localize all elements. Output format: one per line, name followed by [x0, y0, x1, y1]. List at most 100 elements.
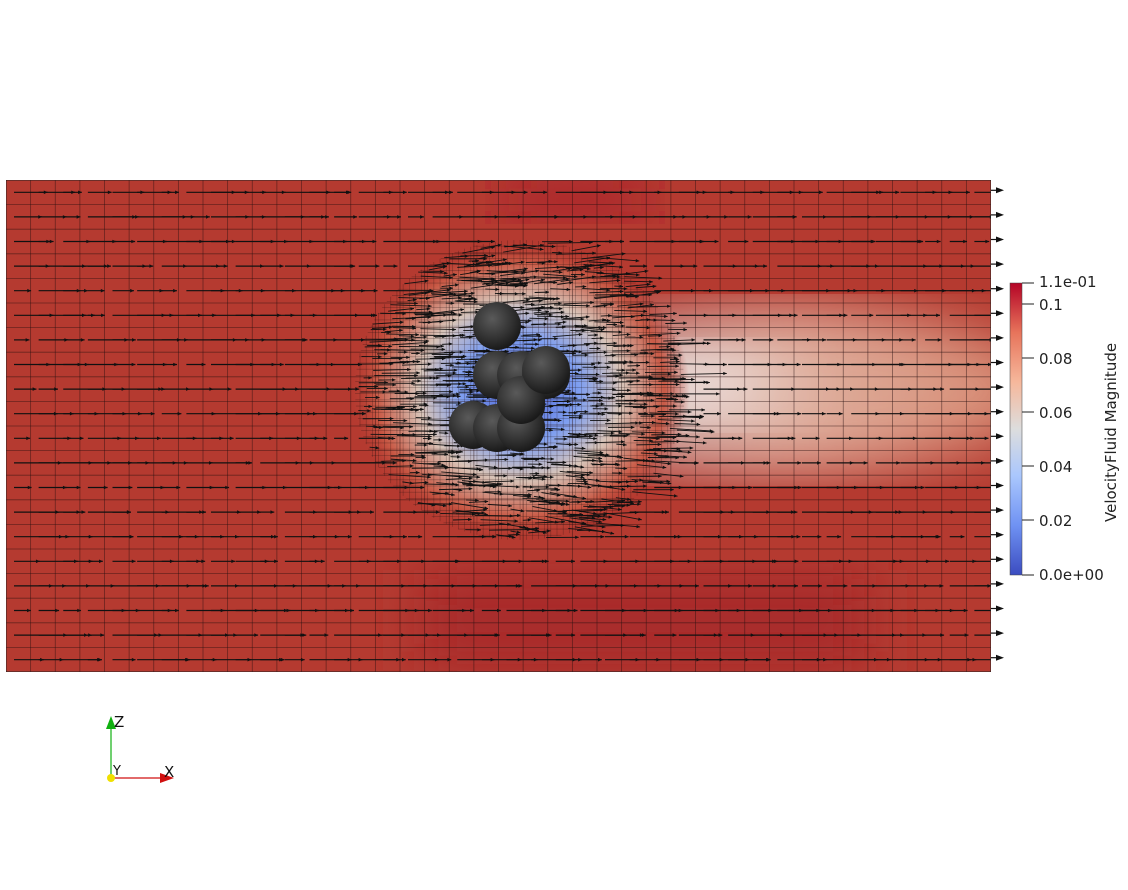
velocity-glyph-head	[658, 474, 662, 478]
velocity-glyph-head	[674, 370, 678, 375]
velocity-glyph-head	[433, 376, 437, 380]
velocity-glyph	[587, 505, 626, 508]
velocity-glyph	[580, 523, 606, 528]
velocity-glyph-head	[454, 283, 459, 287]
velocity-glyph-head	[392, 461, 397, 465]
velocity-glyph	[538, 500, 565, 506]
velocity-glyph	[497, 278, 530, 285]
velocity-glyph-head	[492, 485, 497, 489]
velocity-glyph-head	[643, 402, 648, 406]
velocity-glyph-head	[425, 339, 430, 343]
colorbar[interactable]	[1009, 282, 1034, 576]
velocity-glyph-head	[896, 461, 901, 465]
velocity-glyph-head	[384, 380, 388, 385]
velocity-glyph-head	[444, 431, 449, 435]
velocity-glyph-head	[604, 407, 609, 411]
velocity-glyph	[380, 460, 406, 462]
velocity-glyph	[540, 311, 565, 315]
velocity-glyph-head	[565, 502, 570, 506]
velocity-glyph-head	[651, 414, 655, 418]
velocity-glyph-head	[1015, 658, 1019, 662]
velocity-glyph-head	[233, 633, 238, 637]
velocity-glyph-head	[201, 362, 206, 367]
velocity-glyph-head	[494, 483, 499, 487]
velocity-glyph-head	[103, 485, 108, 490]
velocity-glyph	[559, 470, 591, 476]
velocity-glyph-head	[475, 310, 479, 314]
velocity-glyph	[567, 344, 590, 346]
velocity-glyph-head	[572, 343, 577, 348]
velocity-glyph	[474, 514, 514, 517]
velocity-glyph	[388, 361, 411, 364]
velocity-glyph-head	[443, 313, 447, 317]
velocity-glyph-head	[468, 370, 472, 374]
velocity-glyph	[653, 472, 684, 477]
velocity-glyph-head	[563, 276, 567, 280]
velocity-glyph-head	[622, 443, 627, 447]
velocity-glyph-head	[320, 559, 325, 564]
velocity-glyph-head	[422, 391, 427, 395]
velocity-glyph	[669, 363, 709, 365]
outlet-arrow-head	[996, 261, 1004, 268]
velocity-glyph-head	[173, 288, 177, 293]
velocity-glyph	[579, 509, 604, 513]
velocity-glyph	[551, 464, 573, 467]
velocity-glyph-head	[396, 657, 401, 662]
velocity-glyph-head	[231, 239, 236, 244]
velocity-glyph-head	[378, 355, 382, 359]
velocity-glyph-head	[403, 534, 407, 539]
velocity-glyph-head	[410, 334, 415, 338]
velocity-glyph	[480, 519, 519, 522]
velocity-glyph-head	[573, 411, 578, 415]
velocity-glyph-head	[648, 293, 653, 297]
velocity-glyph-head	[620, 440, 625, 444]
velocity-glyph-head	[522, 269, 527, 273]
velocity-glyph	[564, 495, 587, 500]
velocity-glyph-head	[654, 452, 658, 456]
velocity-glyph-head	[601, 412, 606, 416]
velocity-glyph-head	[441, 347, 446, 351]
velocity-glyph	[484, 271, 518, 274]
velocity-glyph-head	[872, 584, 877, 588]
velocity-glyph-head	[515, 283, 520, 287]
velocity-glyph	[581, 351, 608, 354]
velocity-glyph-head	[621, 504, 626, 508]
velocity-glyph-head	[368, 376, 372, 380]
velocity-glyph-head	[636, 371, 640, 375]
outlet-arrow-head	[996, 310, 1004, 317]
velocity-glyph-head	[183, 264, 187, 268]
velocity-glyph	[414, 450, 455, 454]
velocity-glyph-head	[940, 633, 945, 637]
velocity-glyph-head	[557, 418, 562, 423]
velocity-glyph-head	[464, 292, 468, 296]
velocity-glyph	[392, 341, 428, 346]
velocity-glyph-head	[794, 559, 799, 564]
velocity-glyph-head	[476, 475, 481, 479]
velocity-glyph-head	[512, 453, 517, 458]
velocity-glyph	[593, 511, 639, 515]
velocity-glyph-head	[664, 314, 668, 318]
velocity-glyph-head	[566, 287, 571, 292]
velocity-glyph-head	[589, 434, 593, 438]
velocity-glyph-head	[535, 471, 540, 476]
velocity-glyph-head	[817, 461, 821, 465]
outlet-arrow-head	[996, 285, 1004, 292]
velocity-glyph-head	[439, 367, 444, 371]
velocity-glyph-head	[545, 485, 550, 489]
velocity-glyph-head	[384, 386, 388, 391]
colorbar-tick-0.08: 0.08	[1039, 350, 1073, 368]
velocity-glyph-head	[640, 313, 645, 318]
velocity-glyph-head	[616, 275, 621, 279]
velocity-glyph-head	[598, 456, 603, 460]
velocity-glyph-head	[537, 308, 542, 312]
velocity-glyph-head	[565, 314, 570, 319]
velocity-glyph-head	[964, 633, 969, 637]
velocity-glyph-head	[574, 464, 579, 468]
velocity-glyph-head	[176, 485, 181, 490]
velocity-glyph	[475, 464, 498, 469]
velocity-glyph	[488, 467, 513, 470]
velocity-glyph-head	[670, 392, 674, 396]
velocity-glyph-head	[568, 442, 573, 447]
velocity-glyph	[609, 294, 653, 297]
